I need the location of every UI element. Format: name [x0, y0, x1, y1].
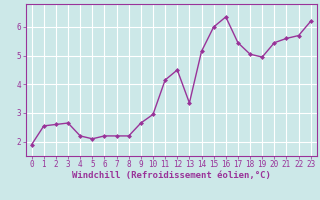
X-axis label: Windchill (Refroidissement éolien,°C): Windchill (Refroidissement éolien,°C): [72, 171, 271, 180]
